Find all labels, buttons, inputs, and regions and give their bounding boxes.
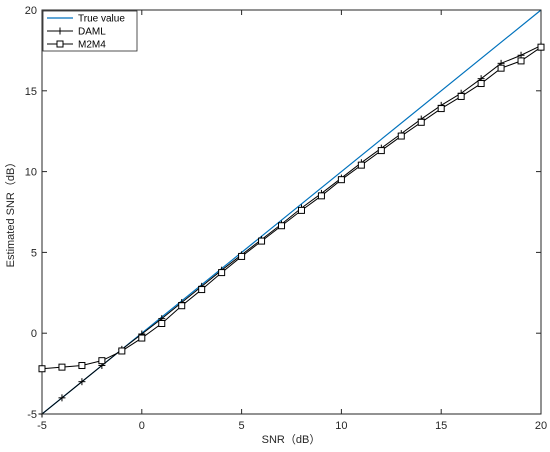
m2m4-point <box>537 43 545 51</box>
m2m4-point <box>258 237 266 245</box>
m2m4-point <box>477 80 485 88</box>
legend-marker-m2m4 <box>56 40 64 48</box>
y-axis-label: Estimated SNR（dB） <box>4 157 17 268</box>
legend-label-m2m4: M2M4 <box>78 40 106 51</box>
m2m4-point <box>138 334 146 342</box>
legend: True value DAML M2M4 <box>42 10 138 52</box>
y-tick-label: 15 <box>25 86 37 98</box>
tick-layer: -5 0 5 10 15 20 -5 0 5 10 15 20 <box>25 5 547 432</box>
m2m4-point <box>218 269 226 277</box>
m2m4-point <box>38 365 46 373</box>
x-tick-label: -5 <box>37 420 47 432</box>
m2m4-point <box>437 105 445 113</box>
m2m4-point <box>238 252 246 260</box>
m2m4-point <box>198 286 206 294</box>
m2m4-point <box>457 92 465 100</box>
m2m4-point <box>118 347 126 355</box>
m2m4-point <box>337 176 345 184</box>
legend-marker-daml <box>56 27 64 35</box>
m2m4-point <box>377 147 385 155</box>
daml-point <box>78 378 86 386</box>
x-tick-label: 15 <box>435 420 447 432</box>
series-layer <box>38 9 545 418</box>
x-tick-label: 20 <box>535 420 547 432</box>
legend-label-true-value: True value <box>78 14 125 25</box>
y-tick-label: 10 <box>25 167 37 179</box>
m2m4-point <box>417 118 425 126</box>
legend-label-daml: DAML <box>78 27 106 38</box>
m2m4-point <box>78 362 86 370</box>
y-tick-label: -5 <box>27 409 37 421</box>
m2m4-point <box>98 357 106 365</box>
m2m4-point <box>497 64 505 72</box>
y-tick-label: 5 <box>31 247 37 259</box>
m2m4-point <box>58 363 66 371</box>
x-tick-label: 10 <box>335 420 347 432</box>
m2m4-point <box>397 132 405 140</box>
x-tick-label: 0 <box>139 420 145 432</box>
y-tick-label: 0 <box>31 328 37 340</box>
m2m4-point <box>517 57 525 65</box>
m2m4-point <box>317 192 325 200</box>
x-tick-label: 5 <box>239 420 245 432</box>
daml-point <box>58 394 66 402</box>
m2m4-point <box>357 161 365 169</box>
m2m4-point <box>278 222 286 230</box>
m2m4-point <box>297 206 305 214</box>
y-tick-label: 20 <box>25 5 37 17</box>
m2m4-point <box>158 320 166 328</box>
m2m4-point <box>178 302 186 310</box>
series-m2m4 <box>38 43 545 373</box>
x-axis-label: SNR（dB） <box>262 433 321 446</box>
